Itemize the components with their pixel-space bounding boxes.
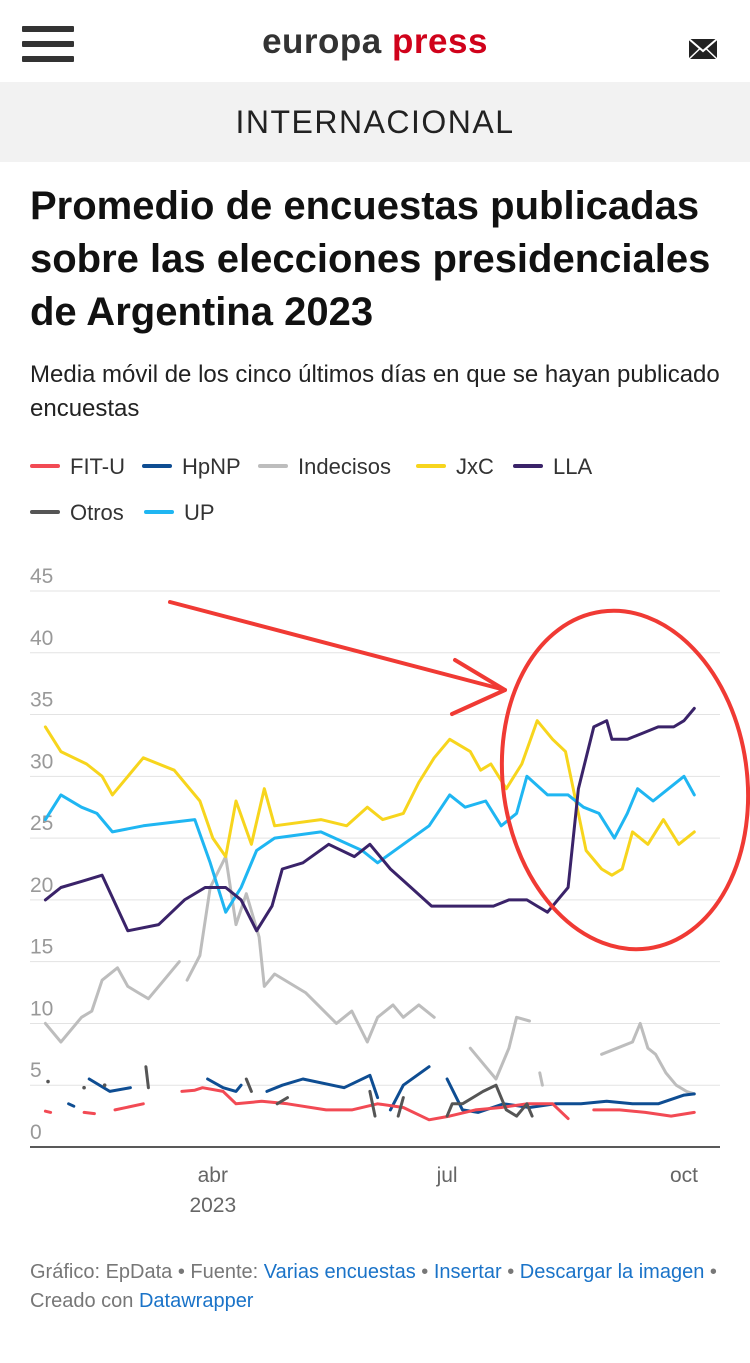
y-tick-label: 45 bbox=[30, 565, 53, 588]
footer-separator: • bbox=[415, 1261, 434, 1283]
legend-label: UP bbox=[184, 500, 215, 525]
legend-item-lla: LLA bbox=[513, 450, 592, 484]
legend-item-up: UP bbox=[144, 496, 215, 530]
series-line-jxc bbox=[43, 719, 696, 877]
legend-label: FIT-U bbox=[70, 454, 125, 479]
annotation-circle bbox=[499, 608, 750, 952]
series-line-fit-u bbox=[592, 1108, 696, 1118]
site-logo[interactable]: europa press bbox=[0, 22, 750, 62]
series-line-hpnp bbox=[87, 1077, 132, 1093]
series-line-otros bbox=[275, 1096, 289, 1106]
x-tick-sublabel: 2023 bbox=[189, 1194, 236, 1217]
footer-credit: Gráfico: EpData • Fuente: bbox=[30, 1261, 264, 1283]
x-axis-ticks: abr 2023 jul oct bbox=[189, 1164, 698, 1217]
y-tick-label: 20 bbox=[30, 874, 53, 897]
series-line-otros bbox=[144, 1065, 150, 1090]
y-tick-label: 0 bbox=[30, 1121, 42, 1144]
x-tick-label: oct bbox=[670, 1164, 698, 1187]
series-line-hpnp bbox=[265, 1073, 380, 1100]
series-line-hpnp bbox=[206, 1077, 243, 1093]
logo-text-europa: europa bbox=[262, 22, 382, 61]
legend-swatch bbox=[142, 464, 172, 469]
series-line-otros bbox=[368, 1089, 377, 1118]
series-line-otros bbox=[445, 1083, 534, 1118]
datawrapper-link[interactable]: Datawrapper bbox=[138, 1290, 254, 1312]
annotation-arrow-shaft bbox=[168, 600, 507, 692]
y-tick-label: 25 bbox=[30, 812, 53, 835]
legend-item-otros: Otros bbox=[30, 496, 124, 530]
series-line-indecisos bbox=[185, 855, 436, 1044]
series-line-otros bbox=[396, 1096, 405, 1118]
annotation-arrow-head bbox=[450, 658, 507, 716]
footer-created-with: • Creado con bbox=[30, 1261, 717, 1312]
legend-swatch bbox=[513, 464, 543, 469]
y-tick-label: 10 bbox=[30, 997, 53, 1020]
series-line-indecisos bbox=[600, 1021, 696, 1096]
article-title: Promedio de encuestas publicadas sobre l… bbox=[30, 184, 711, 334]
series-line-hpnp bbox=[445, 1077, 696, 1114]
series-line-fit-u bbox=[113, 1102, 145, 1112]
y-tick-label: 35 bbox=[30, 689, 53, 712]
legend-swatch bbox=[416, 464, 446, 469]
chart-annotation bbox=[168, 600, 750, 952]
series-line-indecisos bbox=[468, 1015, 531, 1081]
series-line-hpnp bbox=[388, 1065, 431, 1112]
series-line-up bbox=[43, 774, 696, 914]
legend-label: Indecisos bbox=[298, 454, 391, 479]
series-line-hpnp bbox=[67, 1102, 76, 1108]
series-line-indecisos bbox=[43, 960, 181, 1044]
article-subtitle: Media móvil de los cinco últimos días en… bbox=[30, 361, 720, 422]
poll-chart: 0 5 10 15 20 25 30 35 40 45 abr 2023 jul oct bbox=[30, 565, 750, 1217]
y-tick-label: 15 bbox=[30, 936, 53, 959]
download-image-link[interactable]: Descargar la imagen bbox=[519, 1261, 705, 1283]
legend-swatch bbox=[30, 464, 60, 469]
series-line-lla bbox=[43, 706, 696, 933]
series-point-otros bbox=[46, 1079, 50, 1084]
legend-item-fitu: FIT-U bbox=[30, 450, 125, 484]
series-line-indecisos bbox=[538, 1071, 544, 1087]
legend-item-hpnp: HpNP bbox=[142, 450, 241, 484]
series-line-fit-u bbox=[82, 1110, 96, 1116]
legend-item-jxc: JxC bbox=[416, 450, 494, 484]
series-line-otros bbox=[244, 1077, 253, 1093]
legend-label: LLA bbox=[553, 454, 593, 479]
x-tick-label: jul bbox=[436, 1164, 458, 1187]
y-axis-ticks: 0 5 10 15 20 25 30 35 40 45 bbox=[30, 565, 53, 1144]
legend-swatch bbox=[30, 510, 60, 515]
series-line-fit-u bbox=[43, 1109, 53, 1114]
y-tick-label: 5 bbox=[30, 1059, 42, 1082]
logo-text-press: press bbox=[392, 22, 488, 61]
legend-swatch bbox=[144, 510, 174, 515]
chart-grid bbox=[30, 590, 720, 1148]
footer-separator: • bbox=[501, 1261, 520, 1283]
legend-label: HpNP bbox=[182, 454, 241, 479]
legend-label: Otros bbox=[70, 500, 124, 525]
legend-swatch bbox=[258, 464, 288, 469]
y-tick-label: 40 bbox=[30, 627, 53, 650]
envelope-icon[interactable] bbox=[688, 38, 718, 60]
x-tick-label: abr bbox=[198, 1164, 228, 1187]
section-label[interactable]: INTERNACIONAL bbox=[235, 104, 515, 140]
chart-series bbox=[43, 706, 696, 1122]
legend-item-indecisos: Indecisos bbox=[258, 450, 391, 484]
hamburger-menu-icon[interactable] bbox=[22, 26, 74, 62]
legend-label: JxC bbox=[456, 454, 494, 479]
embed-link[interactable]: Insertar bbox=[433, 1261, 502, 1283]
chart-footer: Gráfico: EpData • Fuente: Varias encuest… bbox=[30, 1258, 720, 1316]
series-point-otros bbox=[82, 1085, 86, 1090]
y-tick-label: 30 bbox=[30, 750, 53, 773]
series-point-otros bbox=[102, 1083, 107, 1088]
top-bar: europa press bbox=[0, 0, 750, 82]
section-bar: INTERNACIONAL bbox=[0, 82, 750, 162]
source-link[interactable]: Varias encuestas bbox=[263, 1261, 416, 1283]
